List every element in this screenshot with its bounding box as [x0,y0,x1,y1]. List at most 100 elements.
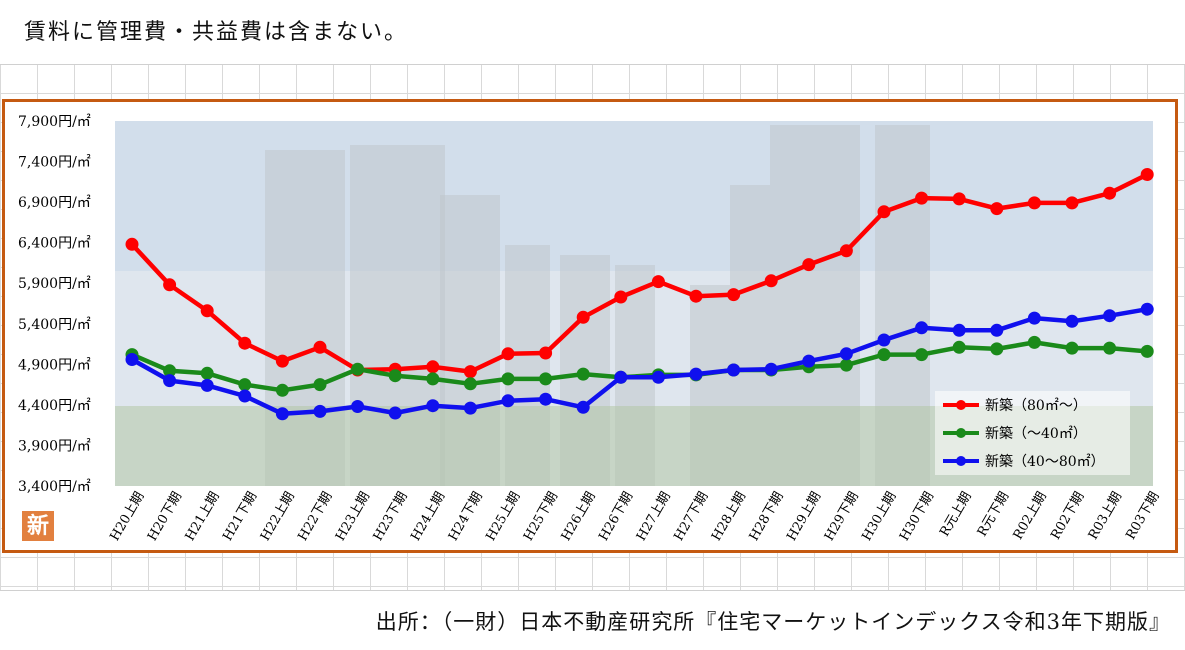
series-1-point [426,372,440,386]
series-2-point [463,401,477,415]
series-0-point [501,347,515,361]
series-0-point [1140,168,1154,181]
series-1-point [313,378,327,392]
series-0-point [1103,186,1117,200]
y-tick-label: 3,400円/㎡ [18,479,91,495]
y-tick-label: 6,900円/㎡ [18,195,91,211]
series-2-point [388,406,402,420]
x-tick-label: R03上期 [1086,490,1125,543]
series-0-point [238,336,252,350]
series-0-point [200,304,214,318]
series-0-point [764,274,778,288]
x-tick-label: H26上期 [559,490,599,544]
series-2-point [351,400,365,413]
x-tick-label: H29下期 [822,490,862,544]
series-0-point [727,288,741,302]
series-2-point [764,362,778,376]
series-2-point [727,363,741,377]
series-1-point [1065,341,1079,355]
series-0-point [426,360,440,374]
series-2-point [313,404,327,418]
x-tick-label: H23下期 [371,490,411,544]
legend-marker-0 [956,400,966,410]
legend-label-0: 新築（80㎡～） [985,398,1087,414]
x-tick-label: R元下期 [975,490,1012,540]
x-tick-label: H24上期 [408,490,448,544]
logo-icon: 新 [22,511,54,541]
series-line-2 [130,306,1148,417]
x-tick-label: H29上期 [784,490,824,544]
series-1-point [388,369,402,383]
series-1-point [163,364,177,378]
series-2-point [539,392,553,406]
series-2-point [1103,309,1117,323]
y-tick-label: 6,400円/㎡ [18,236,91,252]
series-2-point [238,389,252,403]
legend-label-2: 新築（40～80㎡） [985,454,1105,470]
legend-marker-2 [956,456,966,466]
series-1-point [915,348,929,362]
series-1-point [200,366,214,380]
series-2-point [990,323,1004,337]
x-tick-label: H27下期 [672,490,712,544]
series-0-point [990,202,1004,216]
series-1-point [275,383,289,397]
series-2-point [426,399,440,413]
series-2-point [1140,302,1154,316]
series-0-point [839,244,853,258]
x-tick-label: H26下期 [596,490,636,544]
source-citation: 出所：（一財）日本不動産研究所『住宅マーケットインデックス令和3年下期版』 [375,610,1171,634]
y-tick-label: 4,900円/㎡ [18,357,91,373]
footer-band [0,590,1185,650]
series-2-point [200,378,214,392]
series-0-point [952,192,966,206]
x-tick-label: H21下期 [220,490,260,544]
y-tick-label: 3,900円/㎡ [18,438,91,454]
x-tick-label: H27上期 [634,490,674,544]
series-2-point [651,370,665,384]
x-tick-label: H28下期 [747,490,787,544]
series-0-point [1065,196,1079,210]
series-2-point [614,370,628,384]
series-2-point [501,394,515,408]
series-0-point [125,237,139,251]
series-0-point [463,365,477,379]
x-tick-label: H22上期 [258,490,298,544]
rent-note: 賃料に管理費・共益費は含まない。 [24,20,409,45]
series-2-point [952,323,966,337]
x-tick-label: H21上期 [183,490,223,544]
series-2-point [839,347,853,361]
series-1-point [839,358,853,372]
series-1-point [1103,341,1117,355]
y-tick-label: 7,900円/㎡ [18,114,91,130]
x-tick-label: H22下期 [296,490,336,544]
series-0-point [163,278,177,292]
series-1-point [501,372,515,386]
y-tick-label: 5,400円/㎡ [18,317,91,333]
series-2-point [576,400,590,414]
series-0-point [313,340,327,354]
series-2-point [163,374,177,388]
series-1-point [877,348,891,362]
series-2-point [877,333,891,347]
y-tick-label: 5,900円/㎡ [18,276,91,292]
series-2-point [1027,311,1041,325]
x-tick-label: H25下期 [521,490,561,544]
series-2-point [802,354,816,368]
legend-label-1: 新築（～40㎡） [985,426,1087,442]
x-tick-label: H23上期 [333,490,373,544]
x-tick-label: H20下期 [145,490,185,544]
x-tick-label: H25上期 [484,490,524,544]
series-0-point [689,289,703,303]
y-tick-label: 7,400円/㎡ [18,155,91,171]
series-0-point [651,275,665,289]
series-1-point [238,378,252,392]
series-1-point [1027,335,1041,349]
x-tick-label: H30下期 [897,490,937,544]
series-0-point [614,290,628,304]
series-0-point [576,310,590,324]
x-tick-label: H24下期 [446,490,486,544]
series-1-point [539,372,553,386]
series-1-point [1140,344,1154,358]
